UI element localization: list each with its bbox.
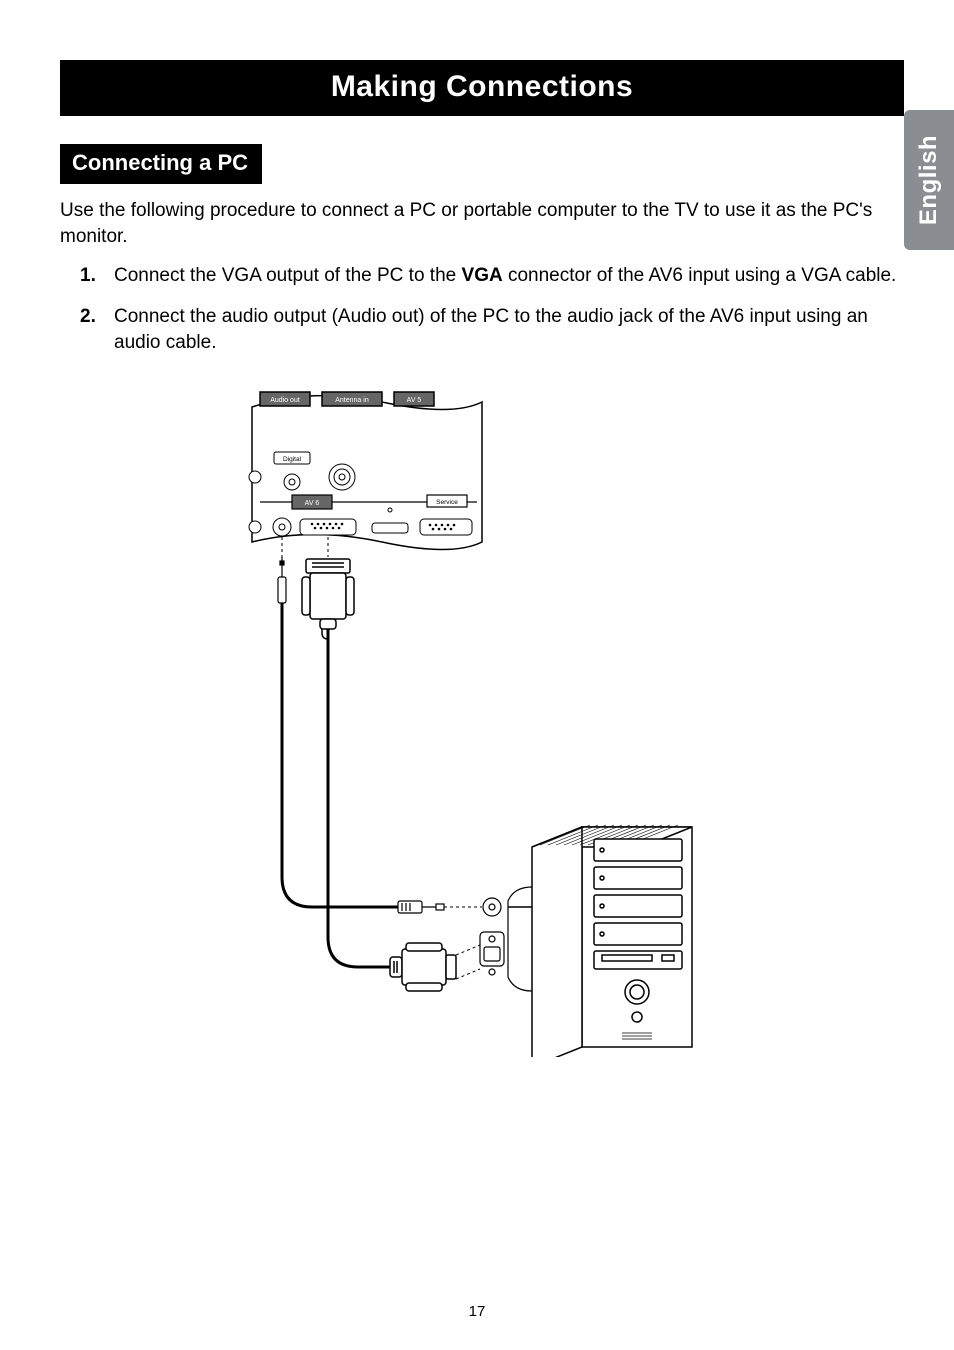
step-1-pre: Connect the VGA output of the PC to the <box>114 265 462 286</box>
intro-paragraph: Use the following procedure to connect a… <box>60 198 904 249</box>
connection-diagram: Audio out Antenna in AV 5 Digital AV 6 <box>232 377 732 1062</box>
step-1-bold: VGA <box>462 265 503 286</box>
label-antenna-in: Antenna in <box>335 397 369 404</box>
label-av6: AV 6 <box>305 500 320 507</box>
label-av5: AV 5 <box>407 397 422 404</box>
step-2-number: 2. <box>80 304 96 331</box>
language-tab-label: English <box>915 135 943 225</box>
language-tab: English <box>904 110 954 250</box>
steps-list: 1. Connect the VGA output of the PC to t… <box>60 263 904 357</box>
step-2-pre: Connect the audio output (Audio out) of … <box>114 306 868 354</box>
label-audio-out: Audio out <box>270 397 300 404</box>
section-heading: Connecting a PC <box>60 144 262 184</box>
page-number: 17 <box>0 1303 954 1320</box>
page-title-bar: Making Connections <box>60 60 904 116</box>
step-2: 2. Connect the audio output (Audio out) … <box>80 304 904 357</box>
label-digital: Digital <box>283 456 302 463</box>
diagram-svg: Audio out Antenna in AV 5 Digital AV 6 <box>232 377 732 1057</box>
label-service: Service <box>436 499 458 506</box>
step-1: 1. Connect the VGA output of the PC to t… <box>80 263 904 290</box>
step-1-post: connector of the AV6 input using a VGA c… <box>503 265 897 286</box>
step-1-number: 1. <box>80 263 96 290</box>
